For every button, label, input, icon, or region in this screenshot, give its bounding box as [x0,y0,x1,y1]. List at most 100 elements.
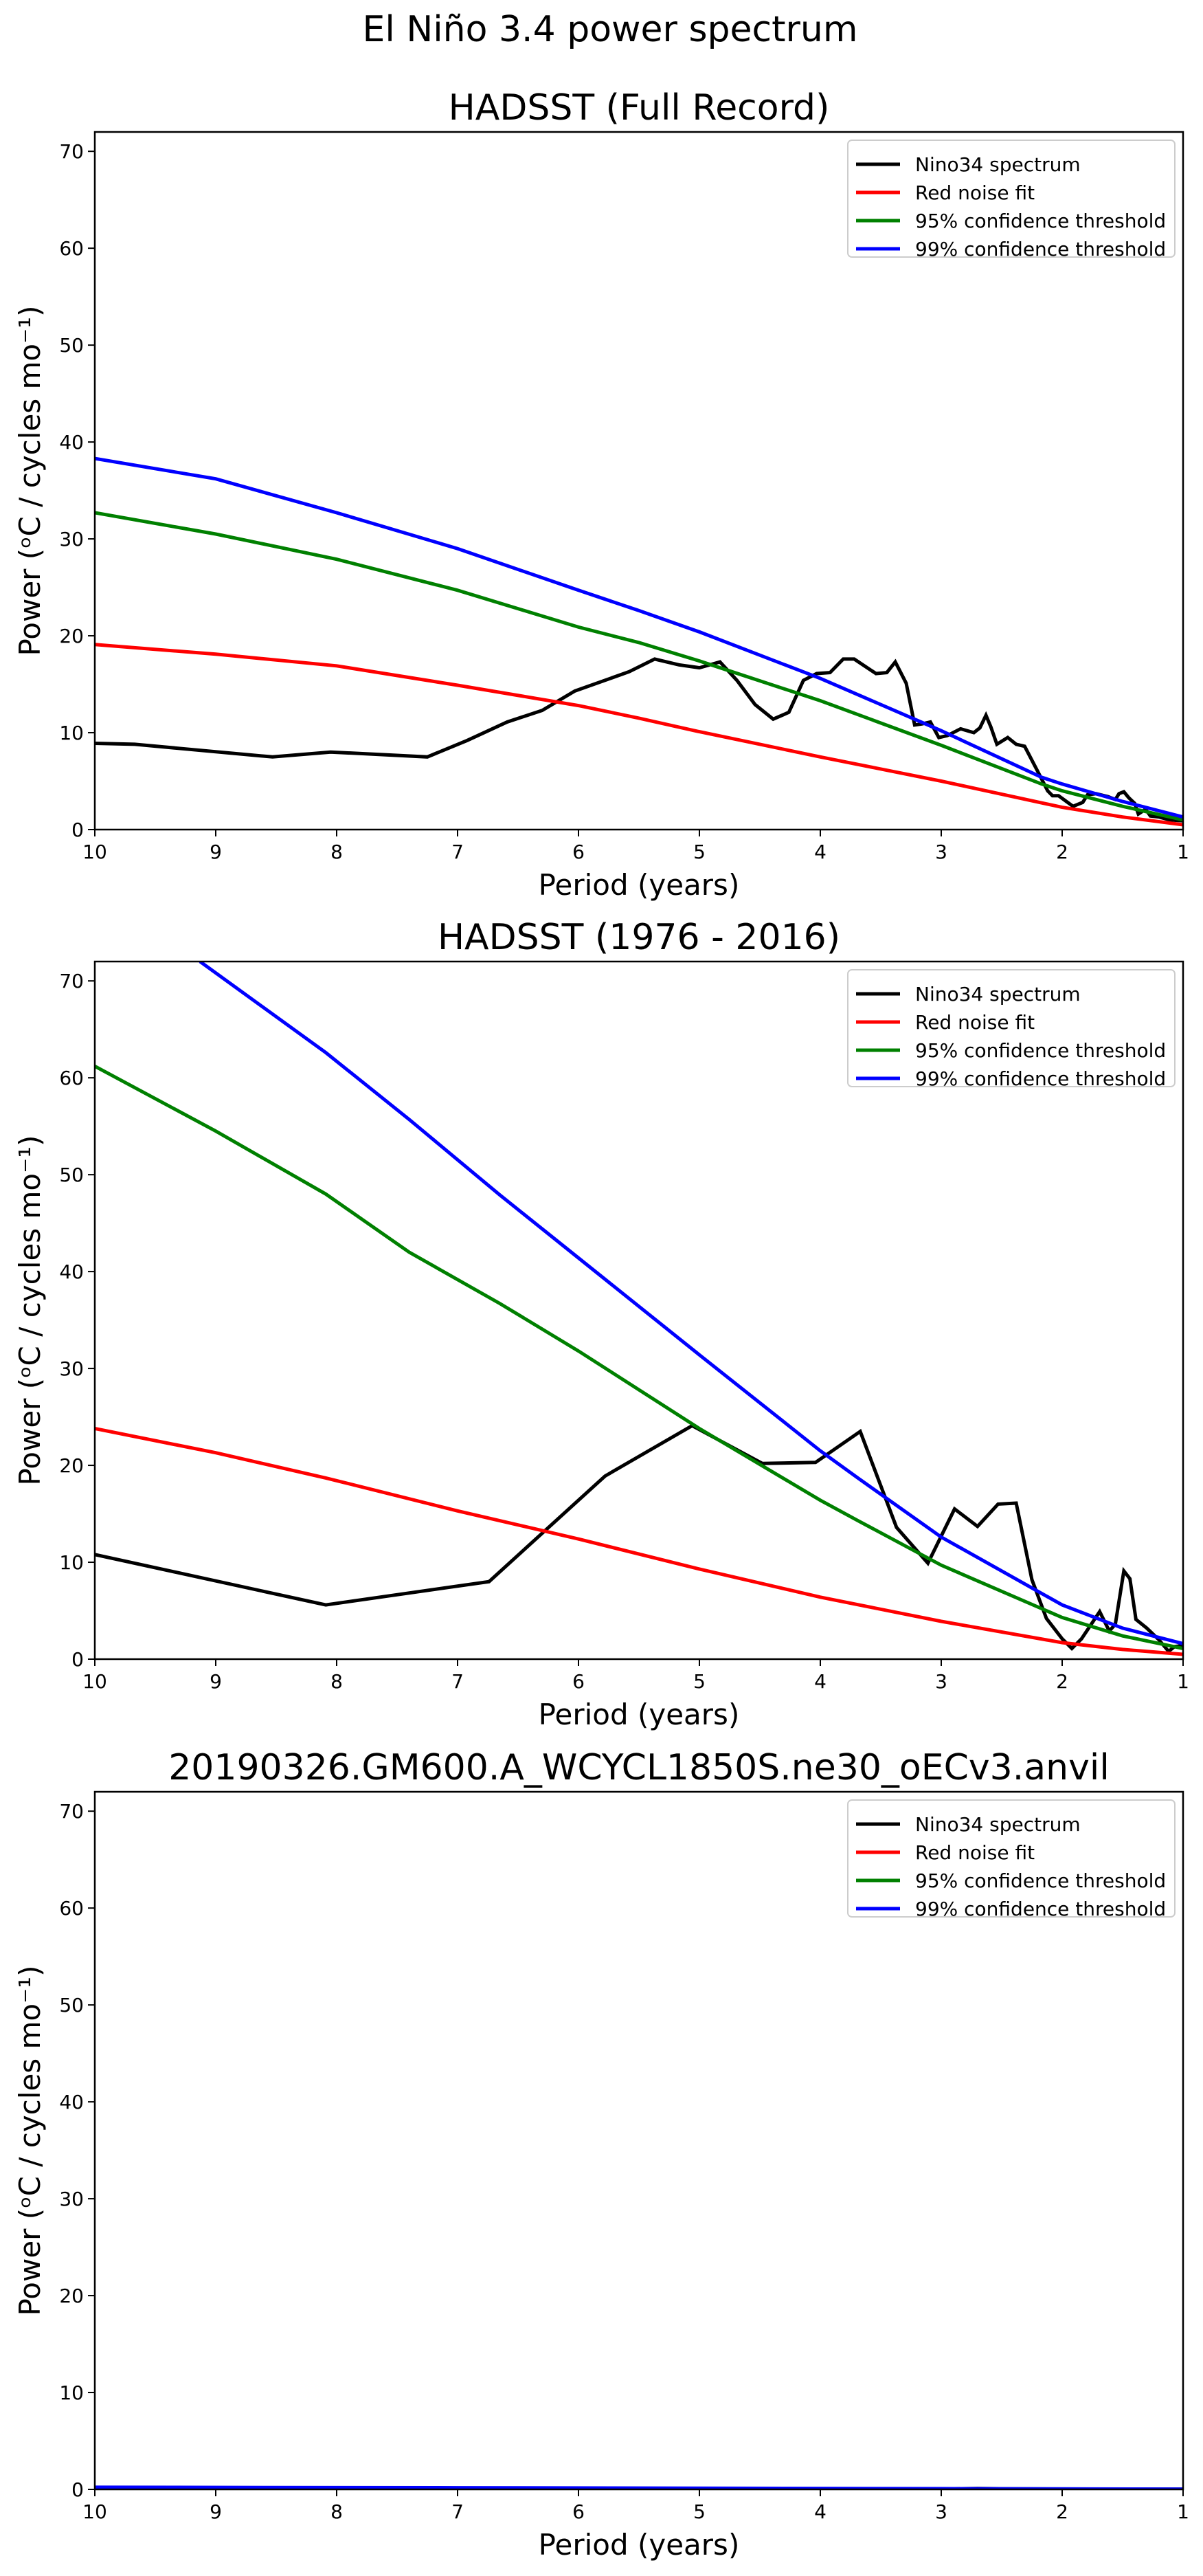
x-tick-label: 1 [1177,841,1189,863]
y-tick-label: 0 [71,819,84,841]
y-tick-label: 10 [59,722,84,744]
x-tick-label: 9 [210,841,222,863]
y-tick-label: 70 [59,1800,84,1823]
legend: Nino34 spectrum Red noise fit 95% confiden… [847,1799,1176,1920]
legend-item: Red noise fit [856,1011,1035,1034]
series-line-conf95 [95,1065,1183,1650]
y-axis-label: Power (ᵒC / cycles mo⁻¹) [13,1135,47,1485]
y-tick-label: 20 [59,625,84,647]
x-tick-label: 10 [82,841,107,863]
axes-frame [93,960,1184,1661]
x-axis-label: Period (years) [539,2528,740,2562]
y-tick-label: 60 [59,1067,84,1089]
panels: HADSST (Full Record)10 9 8 7 6 5 4 3 2 1010203040… [13,87,1189,2562]
y-tick-label: 40 [59,431,84,454]
y-tick-label: 70 [59,140,84,163]
chart-panel-3: 20190326.GM600.A_WCYCL1850S.ne30_oECv3.a… [13,1747,1189,2562]
y-axis-label: Power (ᵒC / cycles mo⁻¹) [13,1965,47,2316]
legend-label: 95% confidence threshold [915,210,1166,232]
series-line-conf99 [199,962,1183,1645]
x-tick-label: 3 [935,2500,947,2523]
legend-item: 99% confidence threshold [856,238,1166,260]
y-tick-label: 40 [59,1261,84,1283]
x-axis-label: Period (years) [539,1698,740,1731]
legend-label: Red noise fit [915,1011,1035,1034]
x-tick-label: 6 [572,1670,585,1693]
legend-item: Nino34 spectrum [856,1813,1081,1836]
legend-frame [847,969,1176,1087]
y-tick-label: 10 [59,2381,84,2404]
y-tick-label: 50 [59,1994,84,2017]
axes-frame [93,131,1184,831]
y-tick-label: 0 [71,2478,84,2501]
x-tick-label: 1 [1177,2500,1189,2523]
chart-title: 20190326.GM600.A_WCYCL1850S.ne30_oECv3.a… [168,1747,1110,1788]
x-tick-label: 5 [693,2500,706,2523]
legend-frame [847,140,1176,258]
legend-label: 99% confidence threshold [915,238,1166,260]
series-group [95,962,1183,1656]
x-tick-label: 7 [451,1670,464,1693]
x-tick-label: 2 [1056,1670,1068,1693]
legend-label: 95% confidence threshold [915,1039,1166,1062]
legend-label: 99% confidence threshold [915,1067,1166,1090]
x-tick-label: 4 [814,841,827,863]
y-tick-label: 30 [59,528,84,551]
legend: Nino34 spectrum Red noise fit 95% confiden… [847,140,1176,260]
figure-suptitle: El Niño 3.4 power spectrum [362,9,857,50]
legend-label: Red noise fit [915,1841,1035,1864]
series-line-conf95 [95,511,1183,822]
legend: Nino34 spectrum Red noise fit 95% confiden… [847,969,1176,1090]
legend-item: 99% confidence threshold [856,1067,1166,1090]
x-tick-label: 5 [693,841,706,863]
series-line-red-noise [95,643,1183,827]
chart-panel-2: HADSST (1976 - 2016)10 9 8 7 6 5 4 3 2 1010203040… [13,917,1189,1731]
y-tick-label: 40 [59,2091,84,2113]
legend-item: 95% confidence threshold [856,1039,1166,1062]
legend-label: Nino34 spectrum [915,983,1081,1006]
y-axis-label: Power (ᵒC / cycles mo⁻¹) [13,305,47,656]
x-tick-label: 9 [210,2500,222,2523]
x-tick-label: 7 [451,2500,464,2523]
y-tick-label: 10 [59,1551,84,1574]
y-tick-label: 60 [59,237,84,260]
x-tick-label: 4 [814,2500,827,2523]
x-tick-label: 8 [330,841,343,863]
chart-panel-1: HADSST (Full Record)10 9 8 7 6 5 4 3 2 1010203040… [13,87,1189,902]
x-tick-label: 8 [330,1670,343,1693]
legend-frame [847,1799,1176,1918]
x-axis-label: Period (years) [539,868,740,902]
x-tick-label: 2 [1056,841,1068,863]
chart-title: HADSST (1976 - 2016) [438,917,840,958]
axes-frame [93,1790,1184,2491]
x-tick-label: 10 [82,2500,107,2523]
series-line-conf99 [95,456,1183,819]
series-group [95,456,1183,827]
x-tick-label: 6 [572,2500,585,2523]
x-tick-label: 2 [1056,2500,1068,2523]
legend-label: 99% confidence threshold [915,1898,1166,1920]
legend-label: Red noise fit [915,181,1035,204]
legend-item: 99% confidence threshold [856,1898,1166,1920]
legend-item: Nino34 spectrum [856,153,1081,176]
x-tick-label: 9 [210,1670,222,1693]
x-tick-label: 6 [572,841,585,863]
legend-item: Nino34 spectrum [856,983,1081,1006]
legend-label: 95% confidence threshold [915,1869,1166,1892]
x-tick-label: 5 [693,1670,706,1693]
y-tick-label: 70 [59,970,84,992]
legend-item: Red noise fit [856,1841,1035,1864]
legend-label: Nino34 spectrum [915,1813,1081,1836]
y-tick-label: 20 [59,1454,84,1477]
chart-title: HADSST (Full Record) [449,87,830,129]
x-tick-label: 10 [82,1670,107,1693]
y-tick-label: 60 [59,1897,84,1920]
y-tick-label: 20 [59,2285,84,2307]
x-tick-label: 7 [451,841,464,863]
y-tick-label: 50 [59,334,84,357]
legend-item: 95% confidence threshold [856,210,1166,232]
legend-item: Red noise fit [856,181,1035,204]
legend-label: Nino34 spectrum [915,153,1081,176]
y-tick-label: 30 [59,1357,84,1380]
series-line-spectrum [95,1423,1183,1654]
